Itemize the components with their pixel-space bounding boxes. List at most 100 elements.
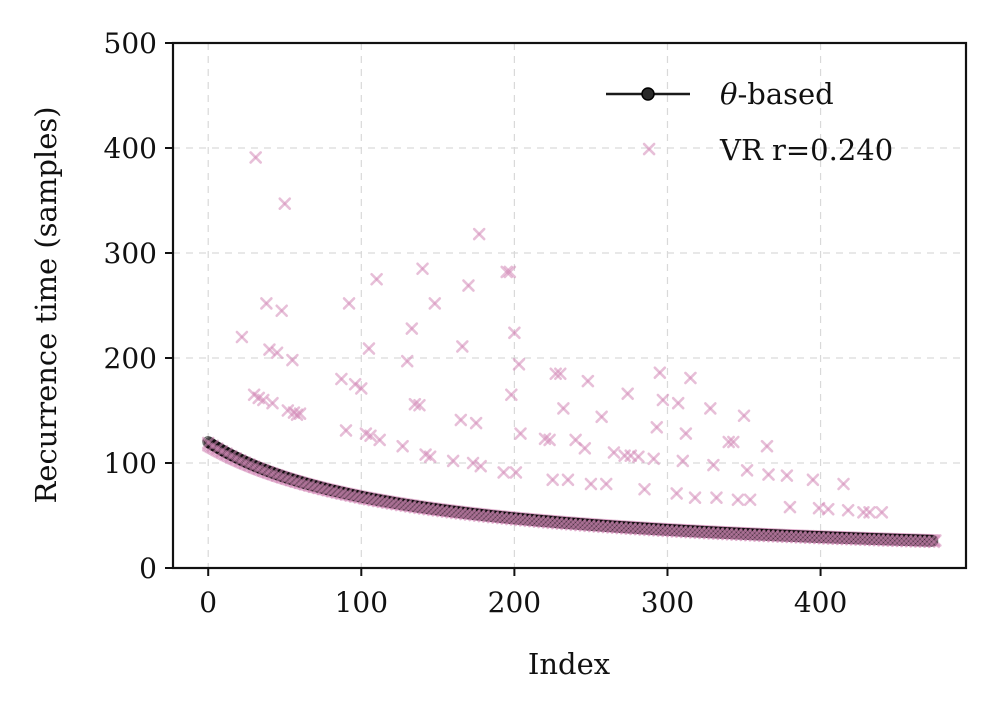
vr-point — [760, 439, 774, 453]
vr-point — [373, 433, 386, 447]
vr-point — [650, 420, 664, 434]
vr-point — [512, 357, 526, 371]
vr-point — [456, 340, 469, 353]
vr-point — [688, 491, 702, 504]
vr-point — [423, 450, 437, 464]
vr-point — [899, 534, 913, 548]
x-tick-label: 200 — [488, 586, 541, 619]
vr-point — [679, 427, 693, 440]
vr-point — [466, 456, 480, 470]
plot-area — [201, 142, 942, 549]
vr-point — [783, 500, 797, 514]
vr-point — [413, 398, 426, 412]
vr-point — [290, 408, 304, 422]
vr-point — [711, 527, 725, 540]
vr-point — [854, 533, 867, 546]
vr-point — [263, 343, 276, 356]
vr-point — [877, 534, 890, 547]
vr-point — [720, 527, 734, 541]
y-axis-label: Recurrence time (samples) — [29, 106, 63, 503]
y-tick-label: 200 — [104, 342, 157, 375]
vr-point — [909, 535, 922, 548]
vr-point — [753, 529, 766, 542]
x-tick-label: 300 — [641, 586, 694, 619]
vr-point — [505, 388, 518, 402]
y-tick-label: 300 — [104, 237, 157, 270]
vr-point — [275, 304, 288, 318]
vr-point — [348, 377, 362, 391]
vr-point — [927, 535, 941, 549]
vr-point — [595, 410, 608, 424]
vr-point — [684, 371, 697, 385]
vr-point — [780, 530, 794, 544]
vr-point — [890, 534, 904, 548]
vr-point — [396, 439, 409, 453]
vr-point — [270, 346, 284, 360]
legend-theta-symbol: θ — [720, 77, 737, 111]
x-tick-label: 400 — [794, 586, 847, 619]
legend: θ-based VR r=0.240 — [606, 77, 893, 167]
x-tick-label: 0 — [199, 586, 217, 619]
vr-point — [918, 535, 931, 548]
x-axis-label: Index — [528, 647, 610, 681]
vr-point — [561, 473, 575, 487]
vr-point — [831, 532, 844, 546]
vr-point — [339, 424, 353, 437]
vr-point — [546, 473, 559, 487]
vr-point — [416, 262, 429, 276]
vr-point — [904, 534, 918, 548]
y-tick-label: 400 — [104, 132, 157, 165]
vr-point — [858, 533, 872, 547]
vr-point — [826, 532, 840, 545]
y-tick-label: 500 — [104, 27, 157, 60]
vr-point — [739, 528, 752, 542]
vr-point — [785, 530, 798, 544]
vr-point — [370, 272, 383, 286]
vr-point — [841, 503, 855, 517]
vr-point — [638, 482, 651, 496]
vr-point — [462, 279, 475, 292]
vr-point — [803, 531, 817, 544]
vr-point — [508, 326, 521, 340]
vr-point — [656, 393, 670, 407]
vr-point — [446, 454, 460, 468]
vr-point — [771, 530, 785, 543]
vr-point — [335, 372, 348, 386]
y-tick-label: 100 — [104, 447, 157, 480]
vr-point — [762, 468, 775, 481]
vr-point — [342, 297, 356, 310]
vr-point — [266, 396, 279, 410]
vr-point — [671, 396, 685, 410]
vr-point — [704, 402, 717, 415]
vr-point — [257, 393, 270, 407]
vr-point — [821, 502, 835, 516]
vr-point — [584, 477, 598, 491]
vr-point — [730, 528, 743, 541]
vr-point — [766, 529, 780, 543]
vr-point — [743, 528, 757, 542]
vr-point — [621, 387, 634, 401]
vr-point — [497, 466, 510, 479]
vr-point — [354, 382, 368, 395]
vr-point — [748, 529, 762, 542]
vr-point — [731, 493, 745, 507]
vr-point — [737, 409, 751, 423]
vr-point — [734, 528, 748, 542]
vr-point — [913, 535, 927, 548]
vr-point — [812, 531, 826, 545]
vr-point — [743, 493, 757, 507]
vr-point — [474, 459, 488, 473]
vr-point — [875, 506, 889, 519]
vr-point — [578, 441, 592, 455]
legend-vr-label: VR r=0.240 — [719, 133, 893, 167]
vr-point — [817, 531, 830, 545]
vr-point — [775, 530, 789, 543]
vr-point — [840, 532, 853, 546]
vr-point — [806, 473, 820, 487]
vr-point — [710, 491, 723, 504]
vr-point — [549, 367, 563, 381]
vr-point — [278, 197, 292, 210]
vr-point — [895, 534, 909, 548]
